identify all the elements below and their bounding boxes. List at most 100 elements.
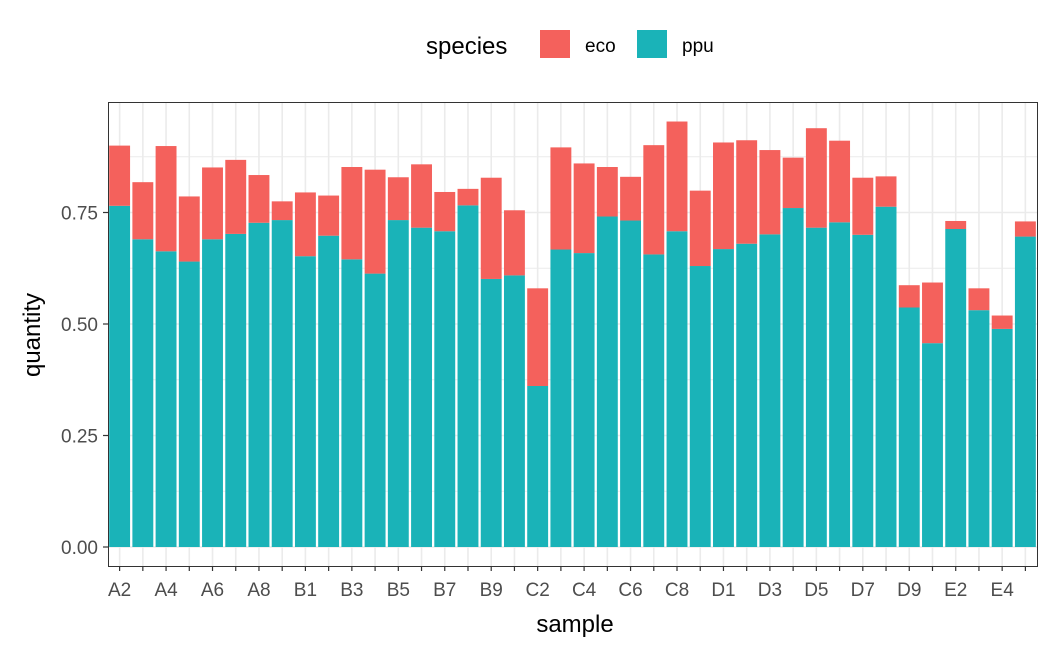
bar-ppu-B2 <box>318 235 340 547</box>
bar-eco-C6 <box>620 176 642 221</box>
bar-eco-D6 <box>829 140 851 223</box>
bar-ppu-E1 <box>922 343 943 547</box>
bar-eco-B4 <box>364 169 386 274</box>
bar-ppu-B7 <box>434 231 456 547</box>
bar-ppu-A8 <box>248 222 270 547</box>
bar-ppu-A5 <box>178 261 200 547</box>
bar-ppu-E5 <box>1014 236 1036 548</box>
x-tick-label: A2 <box>108 580 131 601</box>
bar-ppu-B4 <box>364 273 386 547</box>
bar-ppu-B5 <box>387 220 409 547</box>
bar-eco-D3 <box>759 150 781 235</box>
bar-eco-A8 <box>248 175 270 223</box>
bar-ppu-A7 <box>225 233 247 547</box>
bar-eco-C7 <box>643 145 665 255</box>
bar-eco-C3 <box>550 147 572 250</box>
bar-eco-A3 <box>132 182 154 240</box>
x-tick-label: C8 <box>665 580 689 601</box>
x-tick-label: A6 <box>201 580 224 601</box>
y-axis: 0.00 0.25 0.50 0.75 <box>61 204 108 559</box>
bar-eco-B2 <box>318 195 340 236</box>
bar-eco-D4 <box>782 157 804 209</box>
bar-eco-A5 <box>178 196 200 262</box>
bar-ppu-D7 <box>852 234 874 548</box>
x-tick-label: B5 <box>387 580 410 601</box>
x-tick-label: C6 <box>618 580 642 601</box>
x-tick-label: D7 <box>851 580 875 601</box>
x-tick-label: D5 <box>804 580 828 601</box>
bar-eco-C1 <box>503 210 525 276</box>
x-tick-label: A4 <box>154 580 178 601</box>
bar-eco-E4 <box>991 315 1013 329</box>
bar-ppu-B9 <box>480 278 502 547</box>
bar-eco-C8 <box>666 121 688 232</box>
bar-ppu-A4 <box>155 251 177 547</box>
panel-border <box>108 102 1038 567</box>
bar-ppu-D5 <box>805 227 827 547</box>
bar-ppu-A9 <box>271 220 293 547</box>
bar-eco-A9 <box>271 201 293 221</box>
y-axis-title: quantity <box>19 293 46 377</box>
bar-eco-B7 <box>434 191 456 232</box>
x-tick-label: B9 <box>480 580 503 601</box>
bar-eco-B5 <box>387 177 409 221</box>
bar-ppu-E3 <box>968 310 990 547</box>
legend-label-eco: eco <box>585 36 616 57</box>
bar-eco-E5 <box>1014 221 1036 237</box>
bar-ppu-D2 <box>736 243 758 547</box>
y-tick-label: 0.50 <box>61 315 98 336</box>
bar-ppu-C4 <box>573 253 595 547</box>
x-tick-label: B3 <box>340 580 363 601</box>
x-tick-label: E2 <box>944 580 967 601</box>
x-tick-label: B7 <box>433 580 456 601</box>
legend: species eco ppu <box>426 30 714 60</box>
bar-ppu-B6 <box>411 227 432 547</box>
legend-key-eco <box>540 30 570 58</box>
bar-ppu-C7 <box>643 254 665 547</box>
legend-title: species <box>426 33 507 60</box>
y-tick-label: 0.00 <box>61 538 98 559</box>
bar-ppu-C5 <box>596 216 618 547</box>
bars <box>109 121 1036 548</box>
bar-eco-C2 <box>527 288 549 386</box>
bar-ppu-C6 <box>620 220 642 547</box>
bar-eco-D1 <box>713 142 734 250</box>
bar-ppu-C1 <box>503 275 525 547</box>
bar-eco-C5 <box>596 167 618 217</box>
x-tick-label: D3 <box>758 580 782 601</box>
bar-ppu-C8 <box>666 231 688 547</box>
bar-ppu-B8 <box>457 205 479 547</box>
bar-eco-D5 <box>805 128 827 228</box>
bar-ppu-E4 <box>991 328 1013 547</box>
bar-ppu-A3 <box>132 239 154 547</box>
bar-ppu-B1 <box>294 256 316 547</box>
bar-eco-B8 <box>457 188 479 206</box>
bar-eco-C4 <box>573 163 595 254</box>
bar-ppu-C3 <box>550 249 572 547</box>
bar-ppu-D1 <box>713 249 734 547</box>
x-axis: A2 A4 A6 A8 B1 B3 B5 B7 B9 C2 C4 C6 C8 D1 D3 D5 D7 D9 E2 E4 <box>108 566 1026 601</box>
y-tick-label: 0.25 <box>61 427 98 448</box>
bar-ppu-E2 <box>945 229 967 547</box>
bar-ppu-D4 <box>782 208 804 548</box>
bar-ppu-D3 <box>759 234 781 547</box>
bar-ppu-D6 <box>829 222 851 547</box>
x-tick-label: E4 <box>991 580 1015 601</box>
bar-eco-D7 <box>852 177 874 235</box>
x-tick-label: B1 <box>294 580 317 601</box>
bar-ppu-A6 <box>202 239 223 547</box>
bar-ppu-C9 <box>689 266 711 547</box>
legend-key-ppu <box>637 30 667 58</box>
legend-label-ppu: ppu <box>682 36 714 57</box>
x-tick-label: C2 <box>526 580 550 601</box>
bar-eco-B6 <box>411 164 432 228</box>
bar-eco-B3 <box>341 167 363 260</box>
bar-ppu-C2 <box>527 385 549 547</box>
x-tick-label: A8 <box>247 580 270 601</box>
bar-eco-A2 <box>109 145 131 206</box>
bar-eco-D2 <box>736 140 758 244</box>
bar-ppu-D9 <box>898 307 920 547</box>
bar-eco-A7 <box>225 159 247 234</box>
x-tick-label: D1 <box>711 580 735 601</box>
